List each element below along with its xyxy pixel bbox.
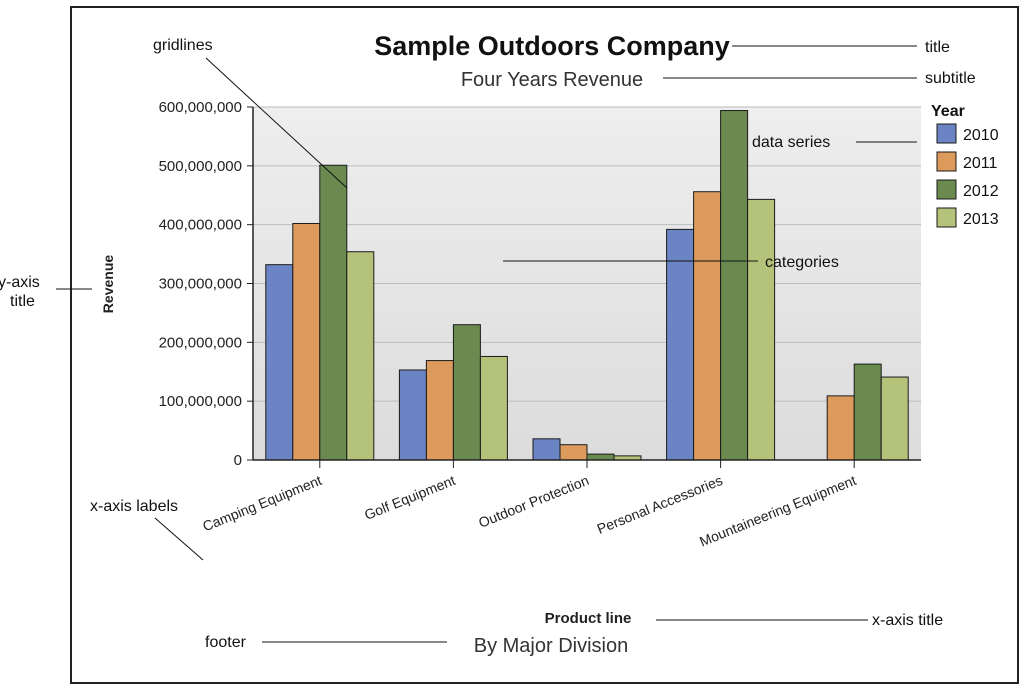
- annotation-callouts: [56, 45, 917, 643]
- y-tick-label: 0: [234, 452, 242, 469]
- bar-2013: [479, 355, 508, 461]
- legend: Year 2010 2011 2012 2013: [931, 103, 999, 228]
- bar-2013: [747, 198, 776, 461]
- chart-subtitle: Four Years Revenue: [461, 69, 643, 91]
- annotation-y-axis-title-line1: y-axis: [0, 274, 40, 291]
- legend-swatch-2012: [936, 179, 957, 200]
- annotation-x-axis-labels: x-axis labels: [90, 498, 178, 515]
- annotation-categories: categories: [765, 254, 839, 271]
- legend-swatch-2013: [936, 207, 957, 228]
- annotation-x-axis-title: x-axis title: [872, 612, 943, 629]
- x-axis-title: Product line: [545, 610, 632, 627]
- bar-2011: [292, 222, 321, 461]
- bar-2011: [425, 360, 454, 461]
- bar-2010: [666, 228, 695, 461]
- bar-2012: [720, 110, 749, 461]
- bar-2011: [559, 444, 588, 461]
- gridlines-callout-line: [205, 57, 348, 189]
- legend-label-2013: 2013: [963, 211, 999, 228]
- legend-swatch-2011: [936, 151, 957, 172]
- bar-2012: [853, 363, 882, 461]
- bar-2012: [452, 324, 481, 461]
- annotation-title: title: [925, 39, 950, 56]
- bar-2011: [826, 395, 855, 461]
- legend-label-2011: 2011: [963, 155, 998, 172]
- legend-label-2012: 2012: [963, 183, 999, 200]
- annotation-data-series: data series: [752, 134, 830, 151]
- y-tick-label: 600,000,000: [159, 99, 242, 116]
- annotation-gridlines: gridlines: [153, 37, 213, 54]
- annotation-y-axis-title-line2: title: [10, 293, 35, 310]
- bar-2013: [346, 251, 375, 461]
- bar-2011: [693, 191, 722, 461]
- y-tick-label: 400,000,000: [159, 217, 242, 234]
- annotation-footer: footer: [205, 634, 247, 651]
- annotation-labels: gridlines title subtitle data series cat…: [0, 37, 976, 651]
- bar-2010: [265, 264, 294, 461]
- annotation-subtitle: subtitle: [925, 70, 976, 87]
- bar-2010: [532, 438, 561, 461]
- y-tick-label: 200,000,000: [159, 334, 242, 351]
- bars-group: [265, 110, 909, 461]
- x-axis-labels-callout-line: [154, 517, 204, 561]
- y-tick-label: 500,000,000: [159, 158, 242, 175]
- y-axis-title: Revenue: [100, 255, 116, 314]
- chart-title: Sample Outdoors Company: [374, 31, 730, 61]
- chart-footer: By Major Division: [474, 635, 628, 657]
- bar-2012: [319, 164, 348, 461]
- y-tick-label: 100,000,000: [159, 393, 242, 410]
- legend-title: Year: [931, 103, 965, 120]
- bar-2012: [586, 453, 615, 461]
- y-tick-label: 300,000,000: [159, 276, 242, 293]
- bar-2013: [880, 376, 909, 461]
- bar-2010: [398, 369, 427, 461]
- legend-label-2010: 2010: [963, 127, 999, 144]
- legend-swatch-2010: [936, 123, 957, 144]
- y-tick-labels-group: 0 100,000,000 200,000,000 300,000,000 400,00…: [159, 99, 253, 469]
